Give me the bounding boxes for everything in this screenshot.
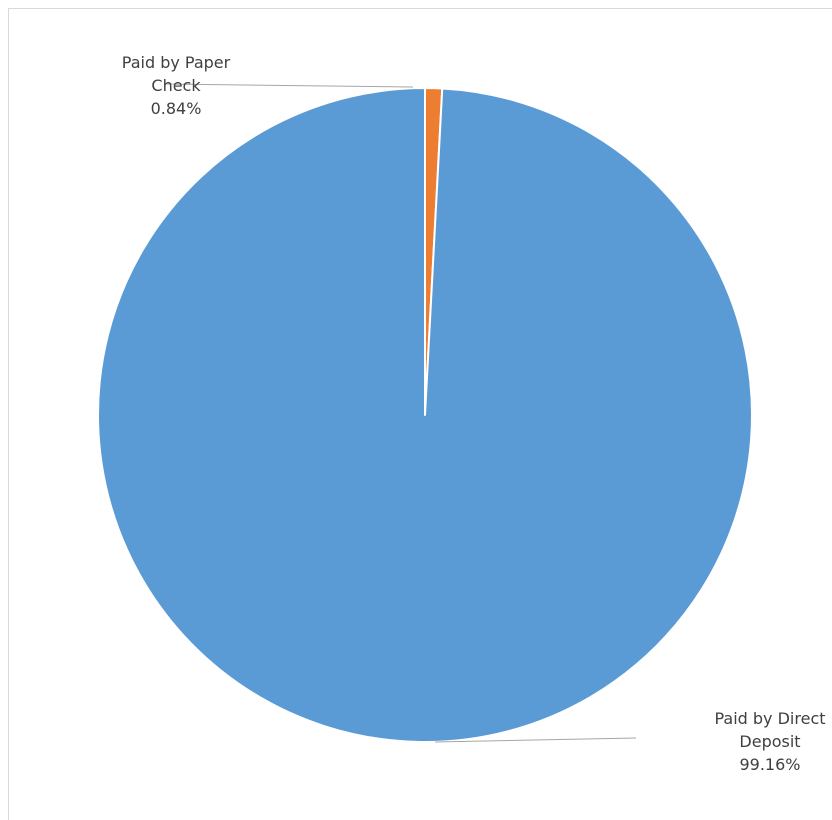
pie-slice-direct-deposit <box>97 87 753 743</box>
data-label-paper-check-line-3: 0.84% <box>151 99 202 118</box>
leader-line-direct-deposit <box>434 737 637 743</box>
data-label-direct-deposit-line-1: Paid by Direct <box>714 709 825 728</box>
leader-lines <box>163 83 637 743</box>
data-label-direct-deposit-line-3: 99.16% <box>739 755 800 774</box>
chart-area <box>8 8 832 820</box>
leader-line-paper-check <box>163 83 414 88</box>
data-label-direct-deposit-line-2: Deposit <box>739 732 800 751</box>
pie-slices <box>97 87 753 743</box>
data-label-paper-check-line-1: Paid by Paper <box>122 53 231 72</box>
data-label-paper-check-line-2: Check <box>151 76 201 95</box>
data-labels: Paid by Paper Check 0.84% Paid by Direct Dep… <box>122 53 826 774</box>
